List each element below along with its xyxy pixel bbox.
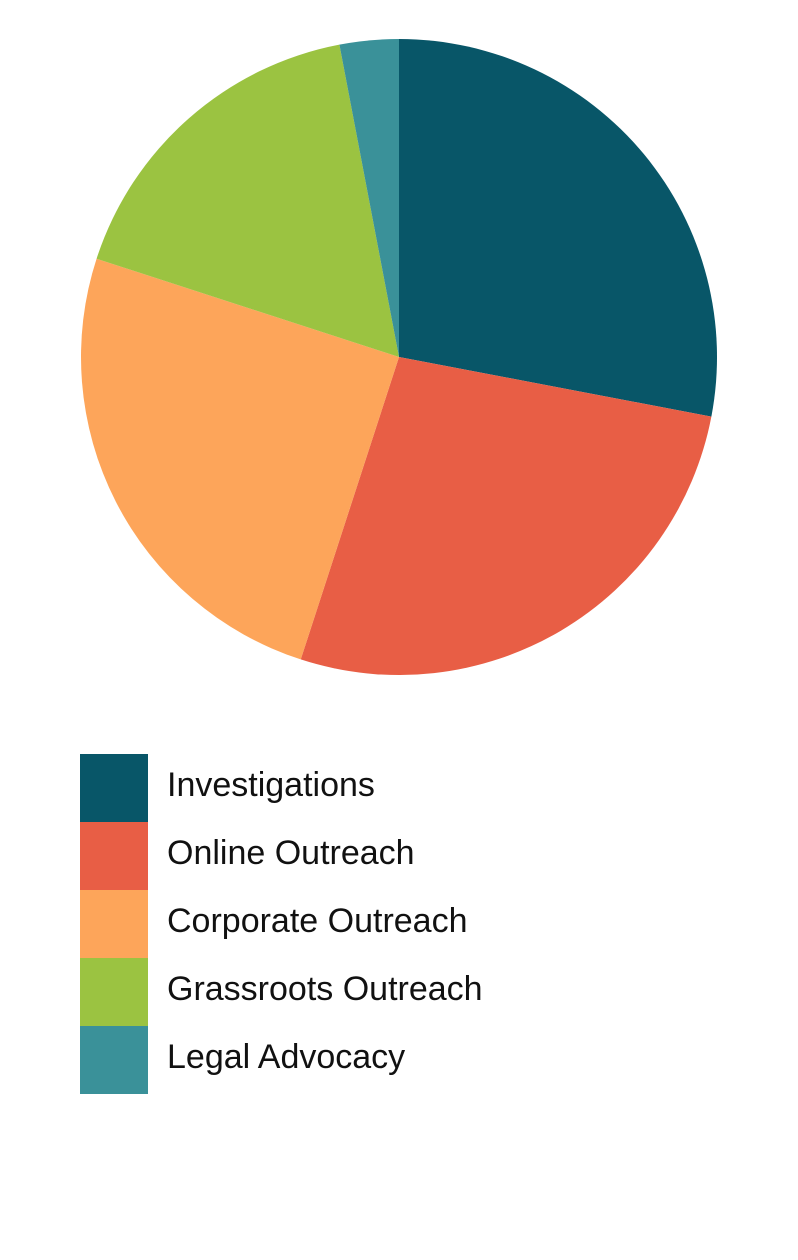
pie-slice — [300, 357, 712, 675]
pie — [81, 39, 717, 675]
legend-label: Grassroots Outreach — [167, 970, 483, 1008]
legend-swatch — [80, 822, 148, 890]
legend-label: Online Outreach — [167, 834, 415, 872]
legend-swatch — [80, 890, 148, 958]
legend-label: Legal Advocacy — [167, 1038, 405, 1076]
pie-slice — [399, 39, 717, 417]
legend-swatch — [80, 958, 148, 1026]
legend: Investigations Online Outreach Corporate O… — [80, 754, 483, 1094]
pie-slice — [339, 39, 399, 357]
legend-swatch — [80, 754, 148, 822]
legend-label: Investigations — [167, 766, 375, 804]
legend-label: Corporate Outreach — [167, 902, 468, 940]
pie-slice — [96, 44, 399, 357]
pie-slice — [81, 258, 400, 660]
legend-swatch — [80, 1026, 148, 1094]
